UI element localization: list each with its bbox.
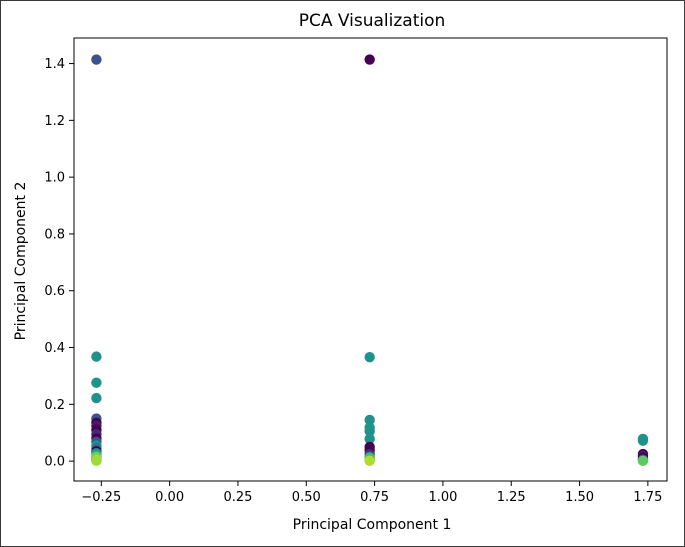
data-point-3 bbox=[91, 392, 102, 404]
y-tick-label: 0.4 bbox=[44, 341, 65, 356]
x-tick-label: −0.25 bbox=[81, 490, 121, 505]
y-tick-label: 0.8 bbox=[44, 227, 65, 242]
y-tick-label: 0.6 bbox=[44, 284, 65, 299]
data-point-25 bbox=[364, 414, 375, 426]
data-point-38 bbox=[637, 435, 649, 446]
data-point-22 bbox=[91, 455, 102, 467]
y-axis-label: Principal Component 2 bbox=[13, 182, 29, 341]
x-tick-label: 1.00 bbox=[428, 490, 457, 505]
y-tick-label: 0.0 bbox=[44, 455, 65, 470]
x-tick-label: 1.25 bbox=[497, 490, 526, 505]
y-axis-ticks: 0.0 0.2 0.4 0.6 0.8 1.0 1.2 1.4 bbox=[44, 57, 74, 470]
y-tick-label: 1.4 bbox=[44, 57, 65, 72]
y-tick-label: 1.2 bbox=[44, 114, 65, 129]
x-tick-label: 1.75 bbox=[633, 490, 662, 505]
x-tick-label: 1.50 bbox=[565, 490, 594, 505]
chart-title: PCA Visualization bbox=[299, 11, 446, 31]
x-tick-label: 0.00 bbox=[155, 490, 184, 505]
data-point-36 bbox=[364, 455, 375, 467]
data-point-28 bbox=[364, 433, 375, 445]
plot-area-border bbox=[73, 37, 668, 482]
data-point-0 bbox=[91, 54, 102, 65]
data-point-44 bbox=[637, 455, 649, 467]
data-point-24 bbox=[364, 351, 375, 363]
data-point-2 bbox=[91, 377, 102, 388]
data-point-27 bbox=[364, 426, 375, 437]
data-point-1 bbox=[91, 351, 102, 362]
x-axis-label: Principal Component 1 bbox=[293, 517, 452, 533]
x-axis-ticks: −0.25 0.00 0.25 0.50 0.75 1.00 1.25 1.50 1.75 bbox=[81, 481, 662, 505]
data-points bbox=[91, 54, 649, 467]
x-tick-label: 0.50 bbox=[292, 490, 321, 505]
data-point-23 bbox=[364, 54, 375, 65]
x-tick-label: 0.75 bbox=[360, 490, 389, 505]
y-tick-label: 0.2 bbox=[44, 398, 65, 413]
y-tick-label: 1.0 bbox=[44, 171, 65, 186]
x-tick-label: 0.25 bbox=[223, 490, 252, 505]
